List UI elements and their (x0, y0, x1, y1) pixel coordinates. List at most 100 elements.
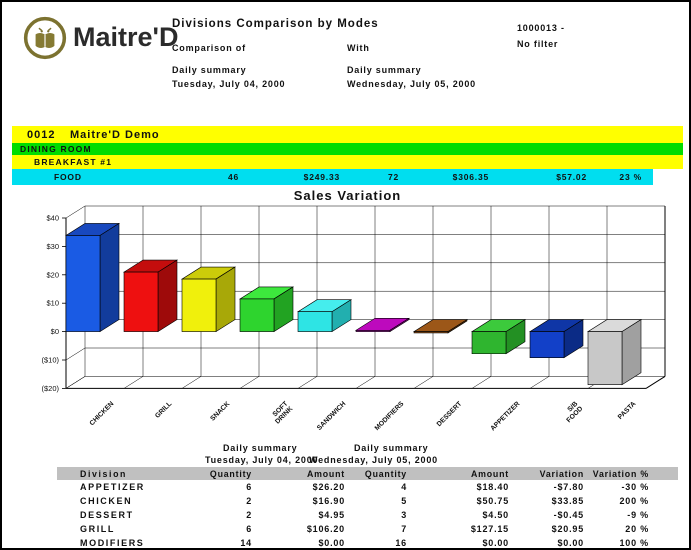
division-total-label: FOOD (54, 172, 82, 182)
room-band: DINING ROOM (12, 143, 683, 155)
brand-name: Maitre'D (73, 22, 179, 52)
value-cell: $106.20 (306, 524, 345, 534)
x-category-label: SANDWICH (316, 400, 347, 431)
left-summary-type: Daily summary (172, 65, 247, 75)
division-total-qty2: 72 (387, 172, 399, 182)
value-cell: $33.85 (551, 496, 584, 506)
bar-soft-drink (238, 286, 295, 333)
value-cell: $20.95 (551, 524, 584, 534)
value-cell: 16 (395, 538, 407, 548)
value-cell: $0.00 (318, 538, 345, 548)
x-category-label: DESSERT (436, 400, 464, 428)
value-cell: 6 (246, 482, 252, 492)
right-summary-date: Wednesday, July 05, 2000 (347, 79, 476, 89)
y-tick-label: $30 (46, 242, 59, 251)
division-cell: DESSERT (80, 510, 134, 520)
filter-label: No filter (517, 39, 559, 49)
table-group2-date: Wednesday, July 05, 2000 (309, 455, 438, 465)
divisions-comparison-table: Division Quantity Amount Quantity Amount Vari… (57, 467, 678, 548)
comparison-of-label: Comparison of (172, 43, 246, 53)
division-total-band: FOOD 46 $249.33 72 $306.35 $57.02 23 % (12, 169, 653, 185)
table-body: APPETIZER 6 $26.20 4 $18.40 -$7.80 -30 % CHICKE… (57, 480, 678, 548)
table-header-0: Division (57, 467, 197, 480)
table-header-row: Division Quantity Amount Quantity Amount Vari… (57, 467, 678, 480)
bar-chicken (64, 222, 121, 333)
y-tick-label: ($20) (41, 384, 59, 393)
table-row: MODIFIERS 14 $0.00 16 $0.00 $0.00 100 % (57, 536, 678, 548)
division-cell: GRILL (80, 524, 115, 534)
value-cell: 6 (246, 524, 252, 534)
division-total-amount2: $306.35 (452, 172, 489, 182)
y-tick-label: $0 (51, 327, 59, 336)
value-cell: 7 (401, 524, 407, 534)
restaurant-band: 0012 Maitre'D Demo (12, 126, 683, 143)
value-cell: -9 % (627, 510, 649, 520)
value-cell: $26.20 (312, 482, 345, 492)
restaurant-code: 0012 (27, 128, 56, 141)
y-tick-label: $40 (46, 214, 59, 223)
value-cell: $0.00 (482, 538, 509, 548)
left-summary-date: Tuesday, July 04, 2000 (172, 79, 286, 89)
table-header-1: Quantity (197, 467, 252, 480)
x-category-label: CHICKEN (89, 400, 116, 427)
right-summary-type: Daily summary (347, 65, 422, 75)
table-row: DESSERT 2 $4.95 3 $4.50 -$0.45 -9 % (57, 508, 678, 522)
bar-grill (122, 259, 179, 333)
table-row: GRILL 6 $106.20 7 $127.15 $20.95 20 % (57, 522, 678, 536)
table-group2-type: Daily summary (354, 443, 429, 453)
y-tick-label: $20 (46, 270, 59, 279)
report-number: 1000013 - (517, 23, 565, 33)
y-tick-label: ($10) (41, 356, 59, 365)
value-cell: $50.75 (476, 496, 509, 506)
division-cell: APPETIZER (80, 482, 145, 492)
value-cell: $16.90 (312, 496, 345, 506)
division-total-qty1: 46 (227, 172, 239, 182)
division-total-variation-pct: 23 % (619, 172, 642, 182)
table-header-5: Variation (509, 467, 584, 480)
value-cell: -30 % (621, 482, 649, 492)
chart-title: Sales Variation (293, 188, 402, 203)
value-cell: 2 (246, 510, 252, 520)
division-total-amount1: $249.33 (303, 172, 340, 182)
bar-s-b-food (528, 319, 585, 359)
report-title: Divisions Comparison by Modes (172, 18, 379, 30)
table-header-2: Amount (252, 467, 345, 480)
bar-appetizer (470, 319, 527, 355)
bar-sandwich (296, 299, 353, 333)
x-category-label: SOFTDRINK (269, 400, 295, 426)
sales-variation-chart: $40 $30 $20 $10 $0 ($10) ($20) CHICKEN GRILL SNAC… (41, 205, 666, 432)
value-cell: 200 % (619, 496, 649, 506)
value-cell: $4.50 (482, 510, 509, 520)
maitred-logo-icon (23, 16, 67, 60)
value-cell: $18.40 (476, 482, 509, 492)
value-cell: 20 % (625, 524, 649, 534)
value-cell: $0.00 (557, 538, 584, 548)
division-total-variation: $57.02 (556, 172, 587, 182)
value-cell: 5 (401, 496, 407, 506)
division-cell: MODIFIERS (80, 538, 145, 548)
value-cell: 2 (246, 496, 252, 506)
mode-name: BREAKFAST #1 (34, 157, 113, 167)
bar-snack (180, 266, 237, 333)
room-name: DINING ROOM (20, 144, 92, 154)
bar-pasta (586, 319, 643, 386)
division-cell: CHICKEN (80, 496, 133, 506)
value-cell: 100 % (619, 538, 649, 548)
bar-dessert (412, 319, 469, 334)
table-row: CHICKEN 2 $16.90 5 $50.75 $33.85 200 % (57, 494, 678, 508)
value-cell: 4 (401, 482, 407, 492)
mode-band: BREAKFAST #1 (12, 155, 683, 169)
table-header-6: Variation % (584, 467, 678, 480)
table-group1-date: Tuesday, July 04, 2000 (205, 455, 319, 465)
x-category-label: SNACK (209, 400, 231, 422)
y-tick-label: $10 (46, 299, 59, 308)
value-cell: 14 (240, 538, 252, 548)
x-category-label: S/BFOOD (561, 400, 585, 424)
value-cell: -$7.80 (553, 482, 584, 492)
x-category-label: APPETIZER (489, 400, 521, 432)
bar-modifiers (354, 317, 411, 333)
value-cell: -$0.45 (553, 510, 584, 520)
restaurant-name: Maitre'D Demo (70, 128, 160, 141)
value-cell: $4.95 (318, 510, 345, 520)
